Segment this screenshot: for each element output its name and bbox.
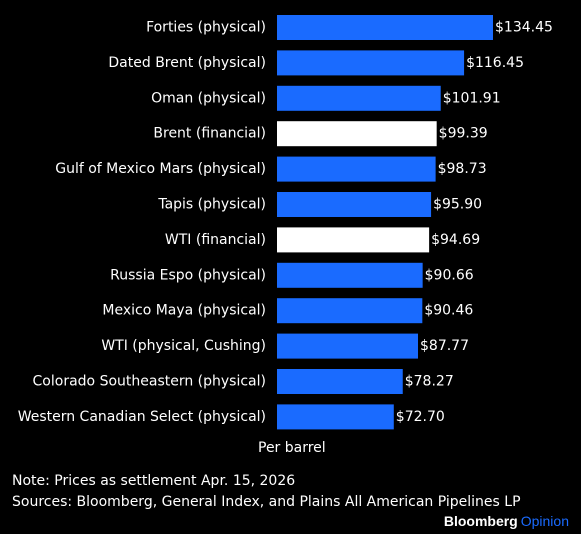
sources-text: Sources: Bloomberg, General Index, and P… xyxy=(12,494,521,510)
bar xyxy=(277,227,430,253)
bar xyxy=(277,15,493,40)
bar xyxy=(277,404,394,430)
bar xyxy=(277,121,437,147)
value-label: $99.39 xyxy=(439,126,488,142)
bar xyxy=(277,369,403,394)
category-label: Mexico Maya (physical) xyxy=(102,303,266,319)
value-label: $90.66 xyxy=(425,267,474,283)
category-label: WTI (financial) xyxy=(165,232,266,248)
category-label: WTI (physical, Cushing) xyxy=(101,338,266,354)
value-label: $95.90 xyxy=(433,197,482,213)
category-label: Gulf of Mexico Mars (physical) xyxy=(55,161,266,177)
bar xyxy=(277,192,432,217)
bar-chart: Forties (physical) $134.45 Dated Brent (ph… xyxy=(18,15,553,430)
brand-name: Bloomberg xyxy=(443,513,518,529)
category-label: Brent (financial) xyxy=(153,126,266,142)
value-label: $94.69 xyxy=(431,232,480,248)
value-label: $116.45 xyxy=(466,55,524,71)
category-label: Russia Espo (physical) xyxy=(110,267,266,283)
bar xyxy=(277,50,465,76)
bar xyxy=(277,85,441,111)
note-text: Note: Prices as settlement Apr. 15, 2026 xyxy=(12,473,296,489)
category-label: Dated Brent (physical) xyxy=(108,55,266,71)
value-label: $78.27 xyxy=(405,374,454,390)
brand-section: Opinion xyxy=(520,513,569,529)
bar xyxy=(277,156,436,182)
category-label: Forties (physical) xyxy=(146,20,266,36)
value-label: $98.73 xyxy=(438,161,487,177)
bar xyxy=(277,262,423,288)
category-label: Tapis (physical) xyxy=(157,197,266,213)
brand-logo: Bloomberg Opinion xyxy=(444,513,569,529)
value-label: $87.77 xyxy=(420,338,469,354)
x-axis-label: Per barrel xyxy=(258,440,326,456)
category-label: Western Canadian Select (physical) xyxy=(18,409,266,425)
category-label: Oman (physical) xyxy=(151,90,266,106)
value-label: $72.70 xyxy=(396,409,445,425)
value-label: $90.46 xyxy=(424,303,473,319)
value-label: $134.45 xyxy=(495,20,553,36)
bar xyxy=(277,333,419,359)
value-label: $101.91 xyxy=(443,90,501,106)
bar xyxy=(277,298,423,324)
category-label: Colorado Southeastern (physical) xyxy=(33,374,266,390)
